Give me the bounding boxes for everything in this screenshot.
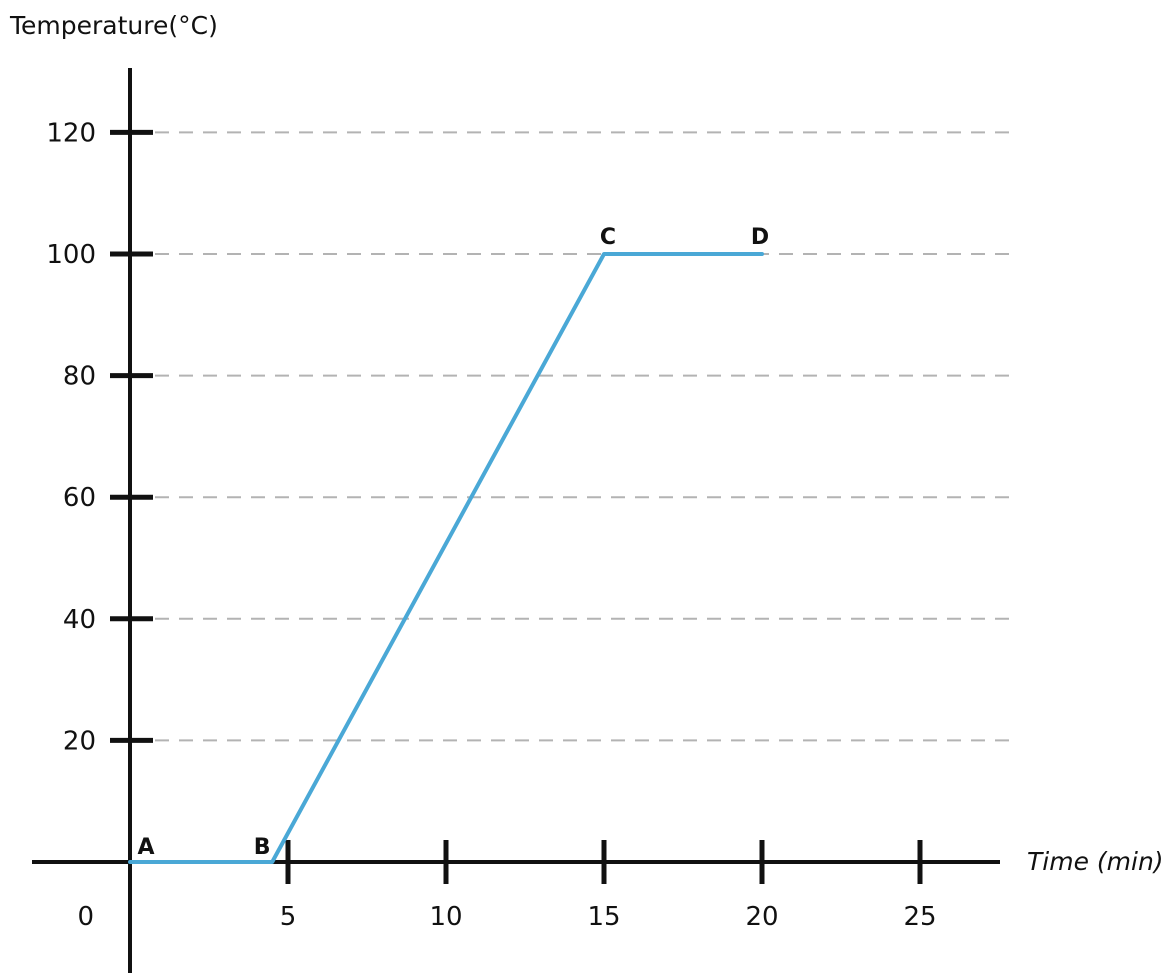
ticks: 20 40 60 80 100 120 0 5 10 15 20 25 — [46, 118, 936, 932]
x-tick-label-25: 25 — [903, 902, 936, 932]
y-axis-title: Temperature(°C) — [9, 11, 218, 40]
axes — [32, 68, 1000, 973]
y-tick-label-80: 80 — [63, 362, 96, 392]
y-tick-label-100: 100 — [46, 240, 96, 270]
y-tick-label-120: 120 — [46, 118, 96, 148]
point-label-C: C — [600, 225, 616, 250]
labels: A B C D — [137, 225, 769, 860]
x-tick-label-5: 5 — [280, 902, 297, 932]
x-tick-label-10: 10 — [429, 902, 462, 932]
y-tick-label-40: 40 — [63, 605, 96, 635]
x-tick-label-0: 0 — [77, 902, 94, 932]
x-axis-title: Time (min) — [1027, 847, 1164, 876]
series — [128, 252, 764, 864]
x-tick-label-15: 15 — [587, 902, 620, 932]
series-line-0 — [128, 252, 764, 864]
point-label-A: A — [137, 835, 154, 860]
point-label-B: B — [254, 835, 271, 860]
y-tick-label-60: 60 — [63, 483, 96, 513]
x-tick-label-20: 20 — [745, 902, 778, 932]
point-label-D: D — [751, 225, 769, 250]
y-tick-label-20: 20 — [63, 726, 96, 756]
gridlines — [155, 131, 1010, 742]
